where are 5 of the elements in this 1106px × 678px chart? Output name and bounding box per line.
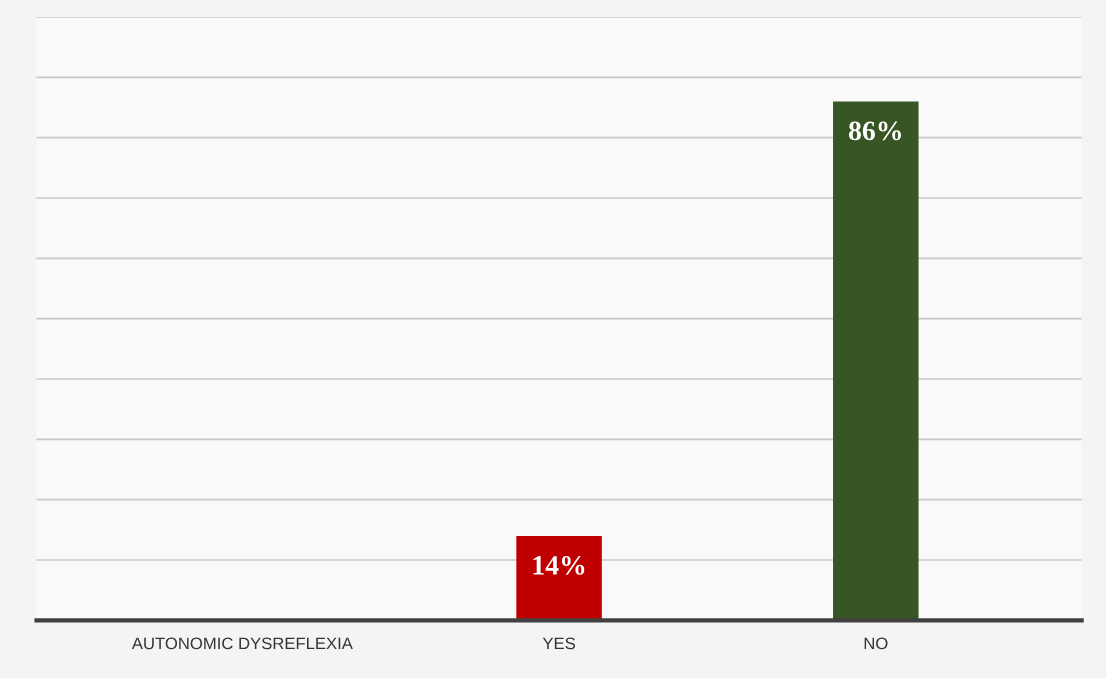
x-tick-label: AUTONOMIC DYSREFLEXIA [131,637,353,650]
x-tick-label: YES [542,637,575,650]
data-label: 86% [848,121,901,141]
data-label: 14% [533,555,585,575]
x-tick-label: NO [864,637,888,650]
